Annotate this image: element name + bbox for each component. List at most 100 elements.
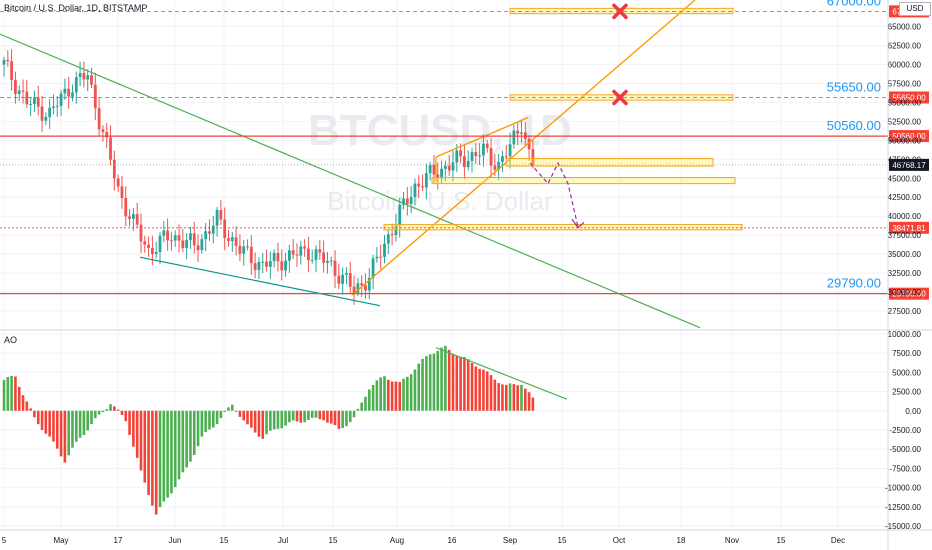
candle-body <box>291 250 295 255</box>
candle-body <box>364 285 367 291</box>
candle-body <box>268 261 272 267</box>
time-tick-label: 15 <box>777 536 786 545</box>
candle-body <box>367 277 371 291</box>
price-level-tag <box>889 91 929 104</box>
ao-bar <box>63 410 67 463</box>
candle-body <box>493 165 497 170</box>
candle-body <box>356 283 360 293</box>
candle-body <box>345 273 348 275</box>
ao-bar <box>219 410 223 419</box>
ao-bar <box>105 409 109 411</box>
candle-body <box>337 275 341 284</box>
price-level-tag-text: 38471.81 <box>892 224 926 233</box>
time-tick-label: 15 <box>220 536 229 545</box>
ao-tick-label: -2500.00 <box>889 426 921 435</box>
candle-body <box>48 107 52 117</box>
candle-body <box>341 274 345 284</box>
ao-bar <box>489 375 493 411</box>
ao-bar <box>409 374 413 411</box>
candle-body <box>371 258 375 278</box>
candle-body <box>120 186 124 198</box>
ao-bar <box>238 410 242 417</box>
time-tick-label: Oct <box>613 536 626 545</box>
ao-bar <box>177 410 181 480</box>
price-tick-label: 32500.00 <box>888 269 922 278</box>
ao-bar <box>139 410 143 471</box>
candle-body <box>223 219 227 239</box>
ao-tick-label: 2500.00 <box>892 388 921 397</box>
price-tick-label: 30000.00 <box>888 288 922 297</box>
candle-body <box>375 256 379 259</box>
ao-bar <box>314 410 318 418</box>
rejection-x-icon <box>612 89 628 106</box>
ao-indicator-label[interactable]: AO <box>4 335 18 345</box>
ao-bar <box>135 410 139 458</box>
candle-body <box>489 148 493 166</box>
ao-bar <box>113 406 116 411</box>
ao-bar <box>154 410 158 515</box>
candle-body <box>238 245 242 254</box>
candle-body <box>112 159 116 179</box>
ao-bar <box>143 410 147 483</box>
candle-body <box>383 243 386 257</box>
candle-body <box>86 75 90 80</box>
ao-bar <box>170 410 173 494</box>
ao-bar <box>367 389 371 411</box>
candle-body <box>6 59 10 62</box>
candle-body <box>109 137 112 160</box>
ao-bar <box>508 383 512 411</box>
candle-body <box>242 246 246 254</box>
price-tick-label: 37500.00 <box>888 231 922 240</box>
ao-bar <box>128 410 131 435</box>
symbol-title[interactable]: Bitcoin / U.S. Dollar, 1D, BITSTAMP <box>4 3 148 13</box>
ao-bar <box>272 410 276 430</box>
ao-bar <box>284 410 287 426</box>
ao-bar <box>120 410 124 415</box>
time-tick-label: 17 <box>114 536 123 545</box>
candle-body <box>287 250 291 261</box>
ao-layer <box>2 345 568 515</box>
candle-body <box>470 152 474 161</box>
candle-body <box>326 261 329 263</box>
ao-bar <box>504 384 508 411</box>
candle-body <box>230 237 234 242</box>
candle-body <box>234 237 238 246</box>
ao-bar <box>40 410 44 430</box>
ao-bar <box>52 410 55 442</box>
time-tick-label: Aug <box>390 536 404 545</box>
candle-body <box>265 261 268 267</box>
rejection-x-icon <box>612 3 628 20</box>
candle-body <box>284 260 287 271</box>
ao-bar <box>185 410 188 468</box>
watermark-name: Bitcoin / U.S. Dollar <box>327 186 553 216</box>
candle-body <box>93 84 97 109</box>
ao-bar <box>527 392 531 411</box>
ao-bar <box>288 410 291 423</box>
last-price-tag-text: 46768.17 <box>892 161 926 170</box>
price-zone <box>431 177 736 185</box>
candle-body <box>170 240 173 242</box>
ao-bar <box>322 410 325 421</box>
ao-bar <box>109 404 112 411</box>
candle-body <box>402 198 405 205</box>
ao-bar <box>421 358 424 411</box>
ao-bar <box>451 353 455 411</box>
candle-body <box>520 132 523 134</box>
projection-path <box>529 161 579 227</box>
candle-body <box>405 198 409 205</box>
candle-body <box>413 183 417 198</box>
currency-button[interactable]: USD <box>899 2 931 16</box>
ao-bar <box>493 379 497 411</box>
ao-bar <box>352 410 356 418</box>
ao-bar <box>390 381 394 411</box>
ao-bar <box>383 376 386 411</box>
time-tick-label: Sep <box>503 536 518 545</box>
ao-bar <box>242 410 246 421</box>
candle-body <box>139 224 143 242</box>
ao-bar <box>151 410 154 506</box>
candle-body <box>303 246 306 249</box>
time-tick-label: 18 <box>677 536 686 545</box>
candle-body <box>531 149 535 165</box>
ao-bar <box>208 410 211 430</box>
